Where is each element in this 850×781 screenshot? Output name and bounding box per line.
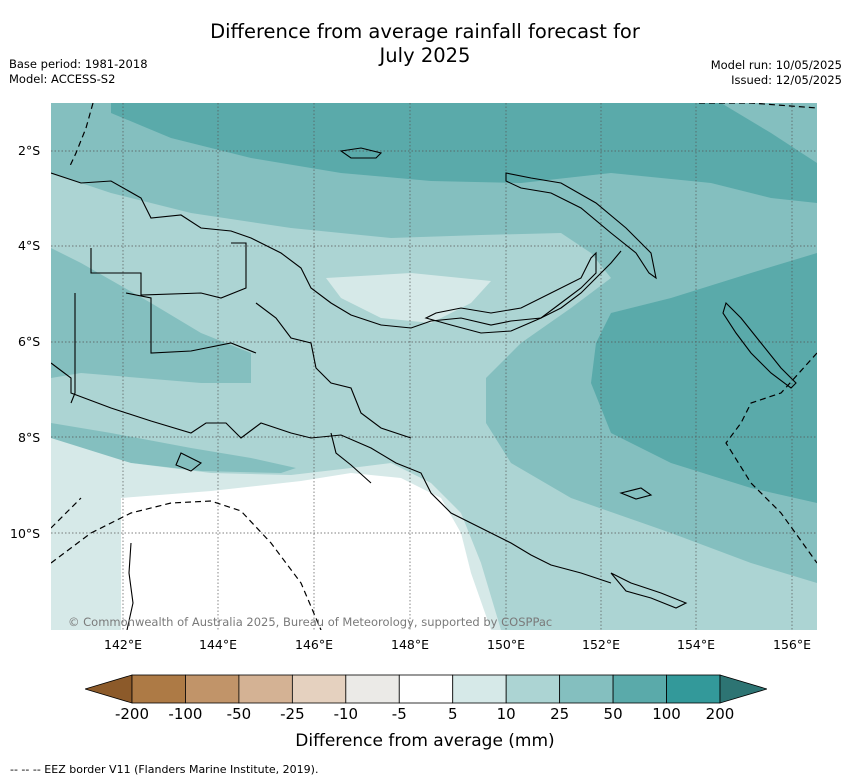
cape-york [126,542,134,630]
lon-label-152e: 152°E [581,637,621,652]
province-border-4 [330,432,372,484]
colorbar-tick-label: 50 [603,705,623,723]
lon-label-148e: 148°E [390,637,430,652]
colorbar-tick-label: -10 [333,705,359,723]
copyright-text: © Commonwealth of Australia 2025, Bureau… [68,615,553,629]
colorbar-tick-label: 200 [705,705,735,723]
lon-label-150e: 150°E [486,637,526,652]
colorbar-extend-low [83,674,133,704]
lat-label-2s: 2°S [18,143,41,158]
colorbar-tick-label: 10 [496,705,516,723]
eez-border-s [51,500,322,630]
new-britain [424,251,597,334]
colorbar-tick-label: -100 [168,705,203,723]
model-run-text: Model run: 10/05/2025 [710,58,842,72]
colorbar-segment [131,674,186,704]
colorbar-segment [291,674,347,704]
lon-label-156e: 156°E [772,637,812,652]
new-ireland [505,172,657,280]
ng-north-coast [51,172,622,329]
bougainville [722,301,797,389]
colorbar-segment [398,674,454,704]
colorbar-tick-label: -5 [391,705,407,723]
coastlines [51,147,797,630]
colorbar-tick-label: -25 [280,705,305,723]
international-border [70,293,76,404]
lon-label-142e: 142°E [103,637,143,652]
colorbar-segment [666,674,721,704]
grid-lines [51,103,817,630]
map-title: Difference from average rainfall forecas… [0,20,850,68]
colorbar-segment [185,674,240,704]
lat-label-6s: 6°S [18,334,41,349]
title-line-2: July 2025 [379,44,471,67]
meta-right: Model run: 10/05/2025 Issued: 12/05/2025 [711,58,842,88]
eez-borders [51,103,817,630]
base-period-text: Base period: 1981-2018 [9,57,148,71]
rainfall-map [51,103,817,630]
map-panel [51,103,817,630]
colorbar-tick-label: 100 [652,705,681,723]
colorbar-segment [559,674,614,704]
colorbar-tick-label: 5 [447,705,458,723]
lon-label-154e: 154°E [676,637,716,652]
colorbar-segment [238,674,293,704]
colorbar-extend-high [719,674,769,704]
model-text: Model: ACCESS-S2 [9,72,116,86]
band-50-100-east [591,253,817,503]
lon-label-144e: 144°E [198,637,238,652]
colorbar-segment [505,674,561,704]
title-line-1: Difference from average rainfall forecas… [210,20,640,43]
band-25-50-ne [721,103,817,163]
colorbar-tick-label: -200 [114,705,150,723]
eez-border-nw [68,103,94,169]
colorbar-tick-label: -50 [226,705,252,723]
colorbar-tick-label: 25 [550,705,570,723]
lat-label-10s: 10°S [10,526,41,541]
eez-border-sw [51,497,82,529]
lon-label-146e: 146°E [294,637,334,652]
lat-label-8s: 8°S [18,430,41,445]
trobriand-islands [619,487,653,500]
eez-footnote: -- -- -- EEZ border V11 (Flanders Marine… [10,763,319,776]
eez-border-e [725,352,817,564]
province-border-2 [125,292,257,354]
province-border-3 [255,302,412,439]
colorbar-label: Difference from average (mm) [295,731,555,751]
lat-label-4s: 4°S [18,238,41,253]
colorbar-segment [612,674,667,704]
issued-text: Issued: 12/05/2025 [731,73,842,87]
colorbar-svg [83,674,769,704]
ng-south-coast [51,362,612,584]
manus-island [339,147,383,159]
colorbar-segment [345,674,400,704]
band-25-50-sw [51,423,296,473]
colorbar-segment [452,674,507,704]
louisiade-islands [610,572,688,609]
band-50-100-north [111,103,817,203]
province-border-1 [90,242,247,299]
fly-delta-island [175,452,203,472]
band-neutral [121,473,491,630]
colorbar [83,674,769,708]
meta-left: Base period: 1981-2018 Model: ACCESS-S2 [9,57,148,87]
